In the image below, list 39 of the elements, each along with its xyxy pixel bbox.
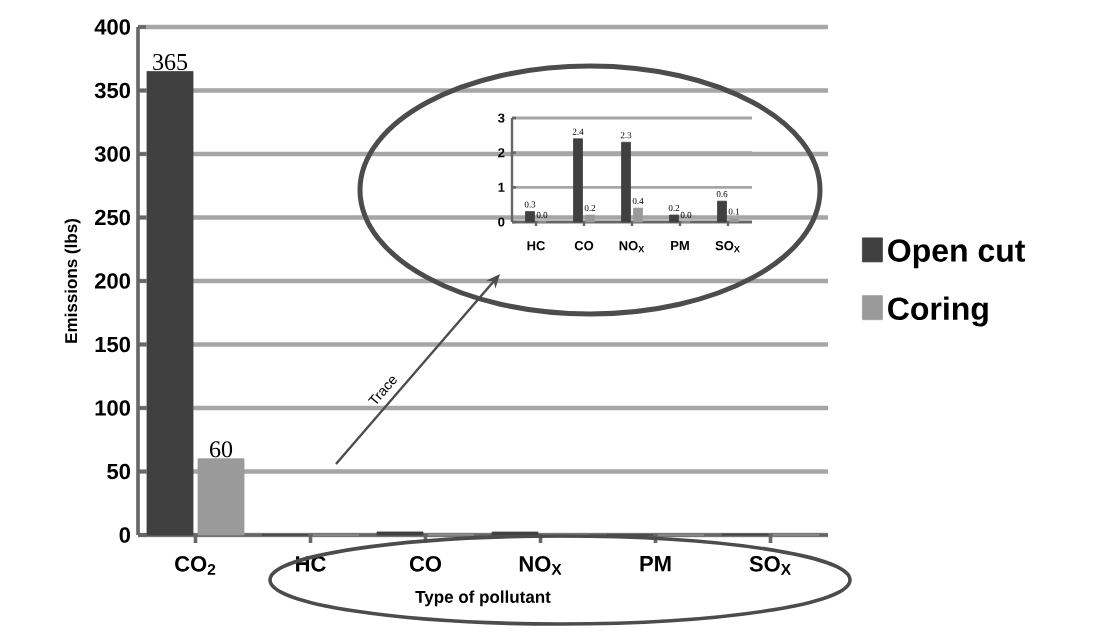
x-tick-label: NO$_{X}$ bbox=[619, 241, 645, 253]
y-tick-label: 0 bbox=[498, 217, 505, 227]
x-axis-title: Type of pollutant bbox=[415, 590, 551, 607]
y-tick-label: 250 bbox=[94, 209, 131, 226]
data-label: 365 bbox=[153, 53, 188, 71]
data-label: 0.3 bbox=[524, 201, 536, 208]
y-tick-label: 3 bbox=[498, 113, 505, 123]
y-tick-label: 350 bbox=[94, 82, 131, 99]
data-label: 0.2 bbox=[584, 204, 596, 212]
data-label: 0.6 bbox=[716, 191, 728, 198]
data-label: 0.0 bbox=[680, 211, 692, 218]
x-tick-label: SO$_{X}$ bbox=[749, 556, 791, 575]
y-tick-label: 100 bbox=[95, 400, 131, 416]
x-tick-label: CO bbox=[409, 556, 442, 572]
data-label: 2.3 bbox=[620, 132, 632, 139]
legend-label: Coring bbox=[888, 296, 988, 327]
y-tick-label: 1 bbox=[498, 182, 505, 192]
data-label: 0.0 bbox=[536, 211, 548, 218]
x-tick-label: HC bbox=[527, 241, 546, 251]
data-label: 60 bbox=[210, 441, 233, 458]
data-label: 0.1 bbox=[728, 208, 740, 215]
y-tick-label: 150 bbox=[95, 336, 131, 353]
data-label: 0.2 bbox=[668, 204, 680, 212]
x-tick-label: NO$_{X}$ bbox=[519, 556, 562, 575]
x-tick-label: PM bbox=[671, 241, 689, 250]
data-label: 2.4 bbox=[572, 128, 584, 135]
y-tick-label: 50 bbox=[107, 463, 131, 480]
y-tick-label: 200 bbox=[94, 273, 131, 289]
y-tick-label: 0 bbox=[119, 527, 131, 543]
y-tick-label: 2 bbox=[498, 148, 505, 158]
x-tick-label: PM bbox=[640, 556, 671, 572]
y-axis-title: Emissions (lbs) bbox=[64, 219, 81, 343]
legend-label: Open cut bbox=[888, 239, 1026, 269]
x-tick-label: CO bbox=[574, 241, 594, 251]
x-tick-label: SO$_{X}$ bbox=[715, 241, 740, 253]
x-tick-label: CO$_{2}$ bbox=[175, 556, 216, 575]
y-tick-label: 400 bbox=[94, 19, 131, 35]
data-label: 0.4 bbox=[632, 198, 644, 205]
y-tick-label: 300 bbox=[94, 146, 131, 162]
